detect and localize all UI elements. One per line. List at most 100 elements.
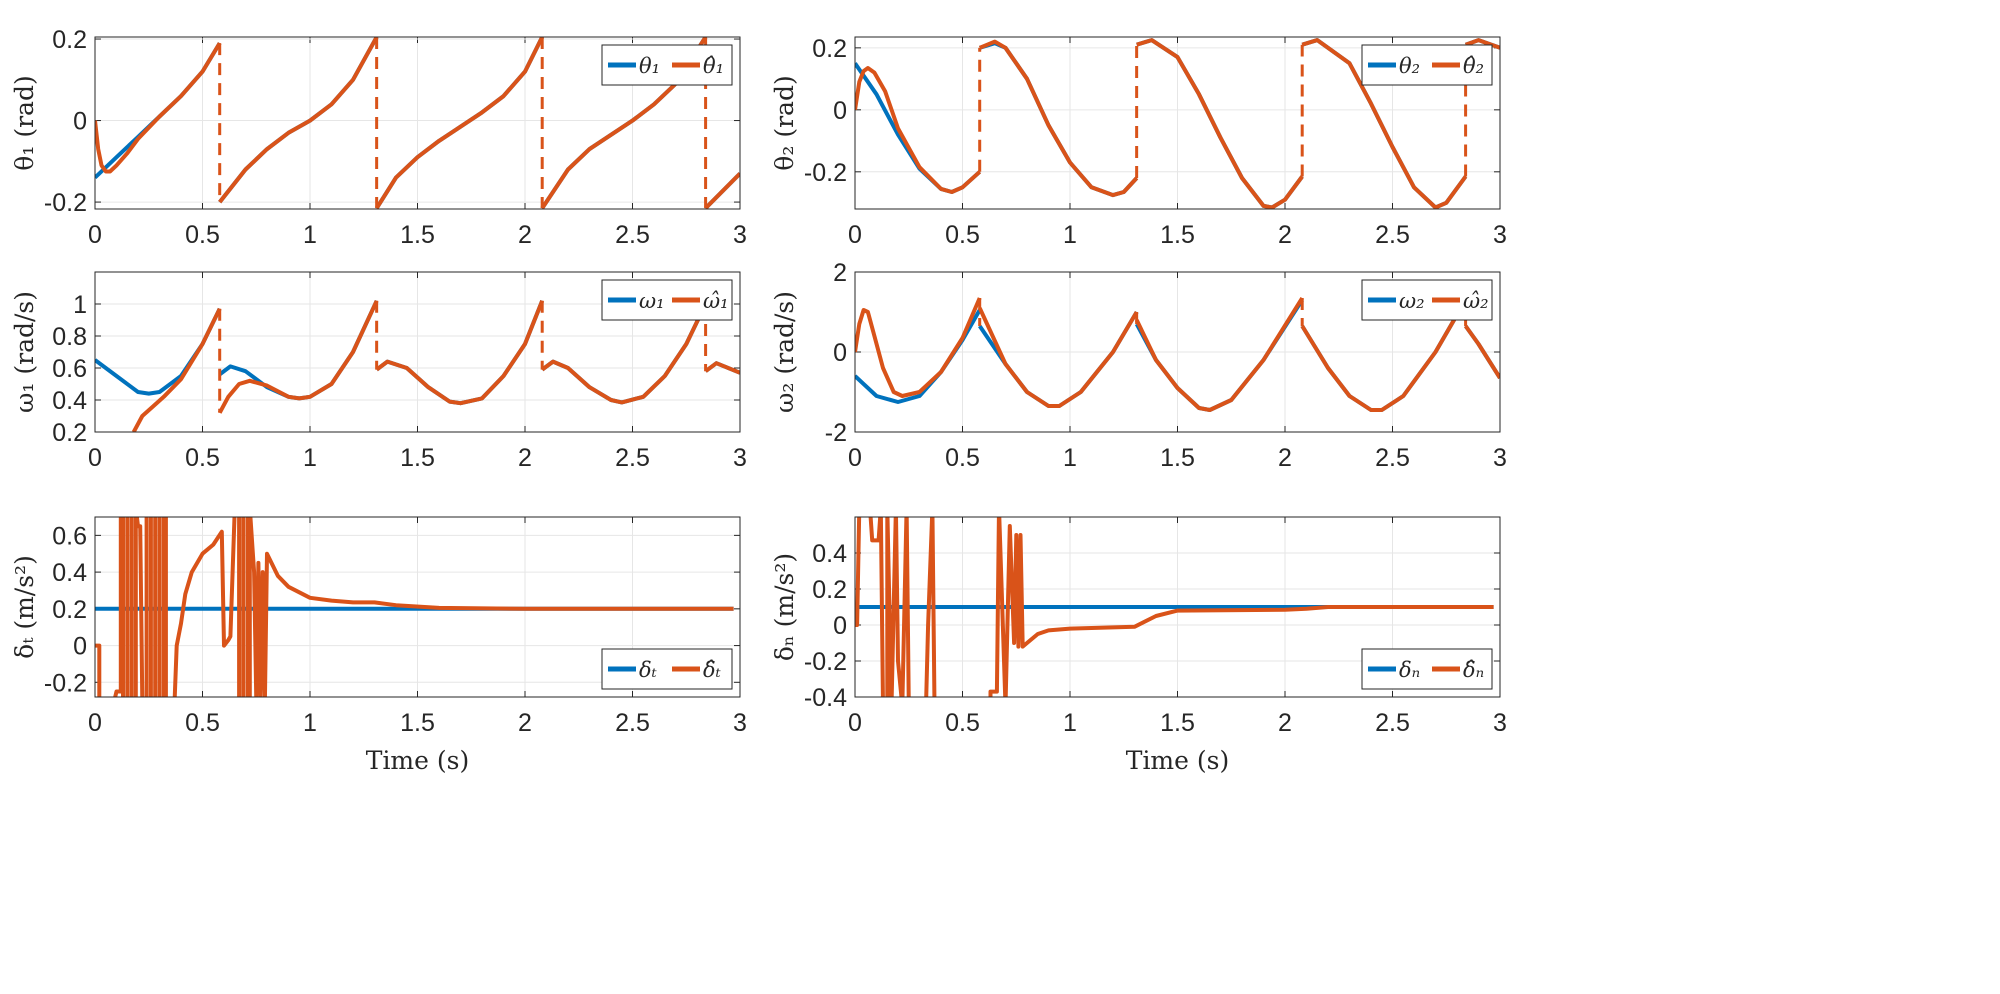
legend: θ₂ θ̂₂ — [1361, 44, 1493, 86]
axes-box — [94, 271, 741, 433]
legend-entry: δₙ — [1399, 658, 1420, 682]
subplot-bottom-right: 0 0.5 1 1.5 2 2.5 3 -0.4 -0.2 0 0.2 0.4 δₙ (m/s²) Tim… — [770, 516, 1507, 775]
y-tick-label: 0.2 — [52, 26, 87, 54]
x-tick-label: 0 — [848, 444, 862, 472]
x-tick-label: 2 — [1278, 444, 1292, 472]
estimate-line — [1134, 296, 1304, 412]
estimate-line — [704, 172, 740, 209]
x-axis-label: Time (s) — [1126, 746, 1229, 775]
estimate-line — [704, 361, 740, 375]
y-tick-label: 2 — [833, 259, 847, 287]
axes-box — [94, 36, 741, 210]
subplot-top-left: 0 0.5 1 1.5 2 2.5 3-0.200.2θ₁ (rad)θ₁ θ̂₁ — [10, 26, 747, 249]
y-tick-label: -0.4 — [804, 684, 847, 712]
x-tick-label: 2 — [1278, 221, 1292, 249]
y-axis-label: ω₂ (rad/s) — [770, 291, 799, 413]
x-tick-label: 2.5 — [1375, 221, 1410, 249]
legend-entry: θ̂₂ — [1463, 54, 1484, 78]
x-tick-label: 1 — [1063, 444, 1077, 472]
y-tick-label: 0.2 — [812, 576, 847, 604]
y-tick-label: 0 — [73, 633, 87, 661]
y-tick-label: 0.8 — [52, 323, 87, 351]
legend-entry: θ₁ — [639, 54, 660, 78]
x-tick-label: 2 — [518, 221, 532, 249]
estimate-line — [217, 299, 379, 414]
estimate-line — [218, 37, 379, 204]
estimate-line — [855, 66, 982, 194]
x-tick-label: 2.5 — [615, 709, 650, 737]
y-axis-label: δₙ (m/s²) — [770, 553, 799, 661]
y-tick-label: 0 — [73, 108, 87, 136]
x-tick-label: 2.5 — [615, 444, 650, 472]
subplot-middle-left: 0 0.5 1 1.5 2 2.5 3 0.2 0.4 0.6 0.8 1 ω₁ (rad/s) ω₁ ω̂… — [10, 271, 747, 472]
series-group — [95, 299, 740, 432]
legend-entry: θ̂₁ — [703, 54, 724, 78]
y-axis-label: δₜ (m/s²) — [10, 555, 39, 659]
subplot-top-right: 0 0.5 1 1.5 2 2.5 3 -0.2 0 0.2 θ₂ (rad) θ₂ θ̂₂ — [770, 35, 1507, 249]
y-tick-label: 0.2 — [52, 419, 87, 447]
y-tick-label: 0.4 — [812, 540, 847, 568]
x-tick-label: 2 — [518, 709, 532, 737]
estimate-line — [977, 307, 1139, 408]
x-axis-label: Time (s) — [366, 746, 469, 775]
estimate-line — [1464, 38, 1500, 50]
x-tick-label: 3 — [1493, 221, 1507, 249]
axes-box — [94, 516, 741, 698]
x-tick-label: 0.5 — [185, 221, 220, 249]
y-tick-label: 0.4 — [52, 559, 87, 587]
legend-entry: δₜ — [639, 658, 657, 682]
legend: θ₁ θ̂₁ — [601, 44, 733, 86]
axes-box — [854, 516, 1501, 698]
legend-entry: δ̂ₜ — [703, 658, 721, 682]
series-group — [95, 517, 734, 697]
x-tick-label: 0.5 — [945, 709, 980, 737]
estimate-line — [1136, 38, 1304, 209]
y-axis-label: θ₁ (rad) — [10, 75, 39, 170]
y-axis-label: θ₂ (rad) — [770, 75, 799, 170]
series-group — [855, 517, 1494, 697]
x-tick-label: 1 — [1063, 709, 1077, 737]
y-tick-label: 1 — [73, 291, 87, 319]
series-group — [855, 38, 1500, 209]
x-tick-label: 1 — [303, 221, 317, 249]
x-tick-label: 2.5 — [615, 221, 650, 249]
x-tick-label: 3 — [733, 221, 747, 249]
x-tick-label: 1.5 — [400, 221, 435, 249]
x-tick-label: 2 — [1278, 709, 1292, 737]
y-tick-label: -0.2 — [804, 648, 847, 676]
legend: ω₁ ω̂₁ — [601, 279, 733, 321]
y-tick-label: -0.2 — [44, 189, 87, 217]
estimate-line — [1463, 324, 1500, 380]
x-tick-label: 0.5 — [945, 444, 980, 472]
y-tick-label: -0.2 — [44, 669, 87, 697]
x-tick-label: 2.5 — [1375, 709, 1410, 737]
y-tick-label: 0.2 — [812, 35, 847, 63]
y-tick-label: 0.4 — [52, 387, 87, 415]
y-tick-label: 0.2 — [52, 596, 87, 624]
x-tick-label: 0 — [848, 709, 862, 737]
legend: δₙ δ̂ₙ — [1361, 648, 1493, 690]
x-tick-label: 3 — [1493, 444, 1507, 472]
x-tick-label: 0.5 — [945, 221, 980, 249]
y-tick-label: -0.2 — [804, 159, 847, 187]
y-tick-label: 0 — [833, 97, 847, 125]
y-tick-label: 0.6 — [52, 355, 87, 383]
x-tick-label: 2 — [518, 444, 532, 472]
x-tick-label: 1 — [303, 444, 317, 472]
legend-entry: δ̂ₙ — [1463, 658, 1484, 682]
estimate-line — [855, 297, 982, 398]
x-tick-label: 1 — [303, 709, 317, 737]
axes-box — [854, 271, 1501, 433]
estimate-line — [978, 39, 1139, 198]
estimate-line — [375, 300, 545, 406]
x-tick-label: 3 — [1493, 709, 1507, 737]
estimate-line — [375, 37, 544, 209]
x-tick-label: 1.5 — [1160, 444, 1195, 472]
x-tick-label: 0 — [88, 221, 102, 249]
estimate-line — [855, 517, 1494, 697]
legend-entry: ω̂₁ — [703, 289, 729, 313]
series-group — [855, 296, 1500, 412]
x-tick-label: 3 — [733, 709, 747, 737]
